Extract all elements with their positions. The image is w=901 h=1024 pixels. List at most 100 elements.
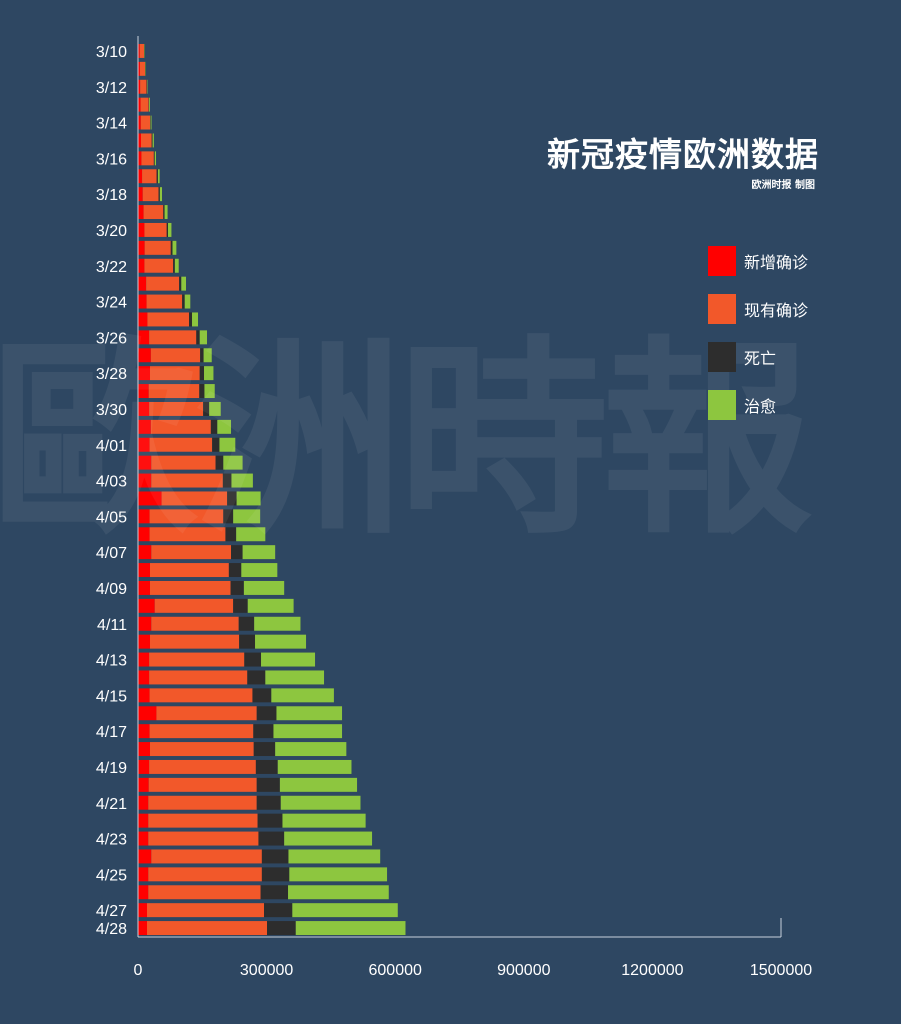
- bar-segment-new-confirmed: [138, 222, 145, 237]
- bar-segment-new-confirmed: [138, 527, 150, 542]
- bar-segment-active-confirmed: [149, 688, 253, 703]
- bar-segment-recovered: [284, 831, 373, 846]
- bar-segment-deaths: [170, 240, 173, 255]
- bar-segment-recovered: [280, 795, 361, 810]
- bar-segment-active-confirmed: [148, 777, 257, 792]
- bar-segment-new-confirmed: [138, 115, 141, 130]
- bar-segment-active-confirmed: [156, 706, 257, 721]
- y-tick-label: 4/15: [96, 688, 127, 705]
- bar-segment-deaths: [212, 437, 220, 452]
- bar-segment-active-confirmed: [150, 634, 240, 649]
- bar-segment-new-confirmed: [138, 688, 150, 703]
- bar-segment-new-confirmed: [138, 652, 150, 667]
- bar-segment-new-confirmed: [138, 885, 149, 900]
- bar-segment-deaths: [200, 348, 204, 363]
- bar-segment-deaths: [189, 312, 193, 327]
- x-tick-label: 900000: [497, 962, 550, 979]
- y-tick-label: 3/24: [96, 295, 127, 312]
- watermark: 歐洲時報: [0, 316, 812, 563]
- legend-item-deaths: 死亡: [708, 342, 808, 372]
- bar-segment-deaths: [253, 742, 276, 757]
- bar-segment-recovered: [164, 205, 168, 220]
- bar-segment-deaths: [255, 759, 278, 774]
- bar-segment-recovered: [247, 598, 294, 613]
- bar-segment-active-confirmed: [150, 348, 201, 363]
- bar-segment-active-confirmed: [140, 115, 151, 130]
- bar-segment-new-confirmed: [138, 545, 152, 560]
- bar-segment-recovered: [273, 724, 343, 739]
- legend-label: 新增确诊: [744, 253, 809, 272]
- bar-segment-deaths: [256, 706, 277, 721]
- bar-segment-active-confirmed: [140, 79, 147, 94]
- bar-segment-new-confirmed: [138, 867, 149, 882]
- bar-segment-active-confirmed: [146, 294, 183, 309]
- bar-segment-new-confirmed: [138, 61, 140, 76]
- legend-item-recovered: 治愈: [708, 390, 808, 420]
- y-tick-label: 3/22: [96, 259, 127, 276]
- bar-segment-deaths: [196, 330, 200, 345]
- bar-segment-new-confirmed: [138, 849, 152, 864]
- bar-segment-new-confirmed: [138, 580, 151, 595]
- bar-segment-recovered: [289, 867, 388, 882]
- bar-segment-recovered: [288, 849, 381, 864]
- bar-segment-active-confirmed: [148, 831, 259, 846]
- bar-segment-recovered: [295, 921, 406, 936]
- bar-segment-active-confirmed: [150, 580, 231, 595]
- bar-segment-new-confirmed: [138, 294, 147, 309]
- bar-segment-new-confirmed: [138, 616, 152, 631]
- bar-segment-recovered: [181, 276, 187, 291]
- bar-segment-recovered: [217, 419, 232, 434]
- bar-segment-deaths: [222, 473, 232, 488]
- bar-segment-active-confirmed: [149, 724, 254, 739]
- bar-segment-deaths: [225, 527, 237, 542]
- bar-segment-new-confirmed: [138, 384, 149, 399]
- bar-segment-active-confirmed: [149, 670, 248, 685]
- bar-segment-new-confirmed: [138, 366, 151, 381]
- bar-segment-recovered: [154, 151, 157, 166]
- bar-segment-deaths: [256, 795, 281, 810]
- bar-segment-deaths: [228, 563, 242, 578]
- bar-segment-recovered: [236, 491, 261, 506]
- bar-segment-active-confirmed: [149, 652, 245, 667]
- bar-segment-recovered: [150, 115, 152, 130]
- bar-segment-deaths: [244, 652, 262, 667]
- bar-segment-deaths: [261, 867, 290, 882]
- y-tick-label: 3/20: [96, 223, 127, 240]
- bar-segment-active-confirmed: [141, 133, 152, 148]
- bar-segment-deaths: [199, 384, 205, 399]
- bar-segment-deaths: [166, 222, 169, 237]
- bar-segment-active-confirmed: [139, 43, 145, 58]
- bar-segment-new-confirmed: [138, 742, 151, 757]
- y-tick-label: 4/23: [96, 832, 127, 849]
- bar-segment-new-confirmed: [138, 276, 147, 291]
- bar-segment-deaths: [182, 294, 185, 309]
- bar-segment-new-confirmed: [138, 724, 150, 739]
- bar-segment-recovered: [219, 437, 236, 452]
- bar-segment-active-confirmed: [140, 97, 149, 112]
- bar-segment-active-confirmed: [151, 455, 216, 470]
- chart-title: 新冠疫情欧洲数据: [547, 135, 819, 174]
- legend-label: 现有确诊: [744, 301, 809, 320]
- bar-segment-active-confirmed: [148, 795, 257, 810]
- bar-segment-new-confirmed: [138, 419, 151, 434]
- y-tick-label: 4/05: [96, 509, 127, 526]
- y-tick-label: 4/01: [96, 438, 127, 455]
- bar-segment-deaths: [267, 921, 296, 936]
- bar-segment-deaths: [203, 401, 210, 416]
- bar-segment-new-confirmed: [138, 509, 150, 524]
- bar-segment-recovered: [159, 187, 163, 202]
- y-tick-label: 3/30: [96, 402, 127, 419]
- bar-segment-active-confirmed: [149, 509, 224, 524]
- bar-segment-recovered: [172, 240, 177, 255]
- bar-segment-recovered: [236, 527, 266, 542]
- bar-segment-active-confirmed: [150, 419, 211, 434]
- bar-segment-active-confirmed: [150, 742, 254, 757]
- bar-segment-active-confirmed: [142, 187, 159, 202]
- bar-segment-active-confirmed: [143, 205, 164, 220]
- bar-segment-new-confirmed: [138, 151, 142, 166]
- bar-segment-active-confirmed: [151, 545, 232, 560]
- bar-segment-new-confirmed: [138, 437, 150, 452]
- y-tick-label: 4/21: [96, 796, 127, 813]
- bar-segment-active-confirmed: [147, 903, 265, 918]
